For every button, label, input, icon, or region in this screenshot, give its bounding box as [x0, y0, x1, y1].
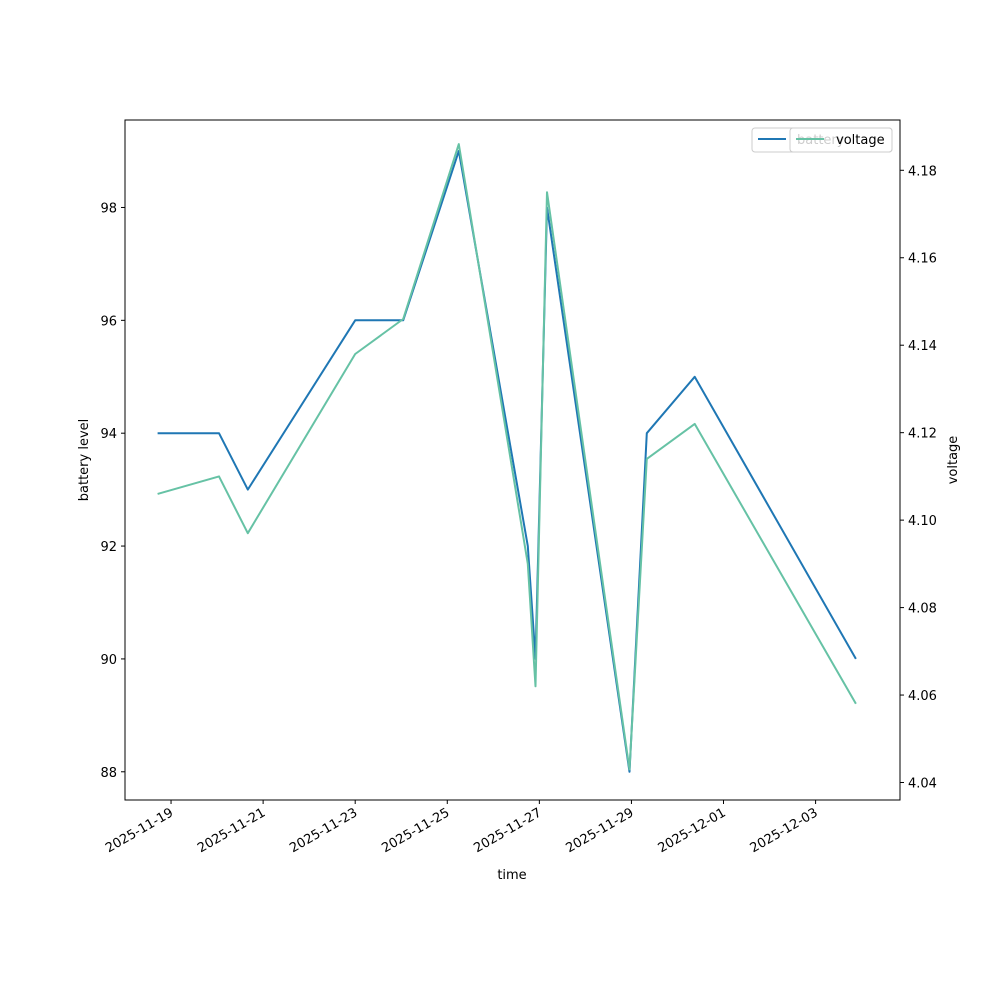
legend-voltage: voltage: [789, 127, 893, 153]
x-tick-label: 2025-12-03: [748, 805, 821, 856]
series-line-voltage: [157, 143, 857, 771]
x-axis-title: time: [497, 868, 526, 883]
right-y-tick-label: 4.06: [908, 689, 937, 704]
x-tick-label: 2025-11-29: [563, 805, 636, 856]
left-y-axis-title: battery level: [77, 419, 92, 502]
right-y-tick-label: 4.14: [908, 339, 937, 354]
x-tick-label: 2025-11-27: [471, 805, 544, 856]
left-y-tick-label: 94: [100, 427, 117, 442]
series-line-battery: [157, 150, 857, 773]
x-tick-label: 2025-11-21: [195, 805, 268, 856]
legend-voltage-label: voltage: [836, 133, 885, 148]
right-y-axis-title: voltage: [946, 436, 961, 485]
series-layer: [157, 143, 857, 773]
right-y-axis-ticks: 4.04 4.06 4.08 4.10 4.12 4.14 4.16 4.18: [900, 164, 937, 792]
left-y-tick-label: 92: [100, 540, 117, 555]
left-y-tick-label: 96: [100, 314, 117, 329]
legend-voltage-box: [789, 127, 893, 153]
x-tick-label: 2025-11-19: [103, 805, 176, 856]
plot-frame: [124, 119, 901, 801]
left-y-tick-label: 98: [100, 201, 117, 216]
right-y-tick-label: 4.12: [908, 427, 937, 442]
x-tick-label: 2025-11-25: [379, 805, 452, 856]
right-y-tick-label: 4.10: [908, 514, 937, 529]
x-tick-label: 2025-11-23: [287, 805, 360, 856]
x-axis-ticks: 2025-11-19 2025-11-21 2025-11-23 2025-11-25…: [103, 800, 821, 856]
right-y-tick-label: 4.18: [908, 164, 937, 179]
x-tick-label: 2025-12-01: [656, 805, 729, 856]
left-y-tick-label: 90: [100, 653, 117, 668]
left-y-tick-label: 88: [100, 766, 117, 781]
right-y-tick-label: 4.08: [908, 602, 937, 617]
right-y-tick-label: 4.04: [908, 777, 937, 792]
right-y-tick-label: 4.16: [908, 252, 937, 267]
left-y-axis-ticks: 88 90 92 94 96 98: [100, 201, 125, 781]
